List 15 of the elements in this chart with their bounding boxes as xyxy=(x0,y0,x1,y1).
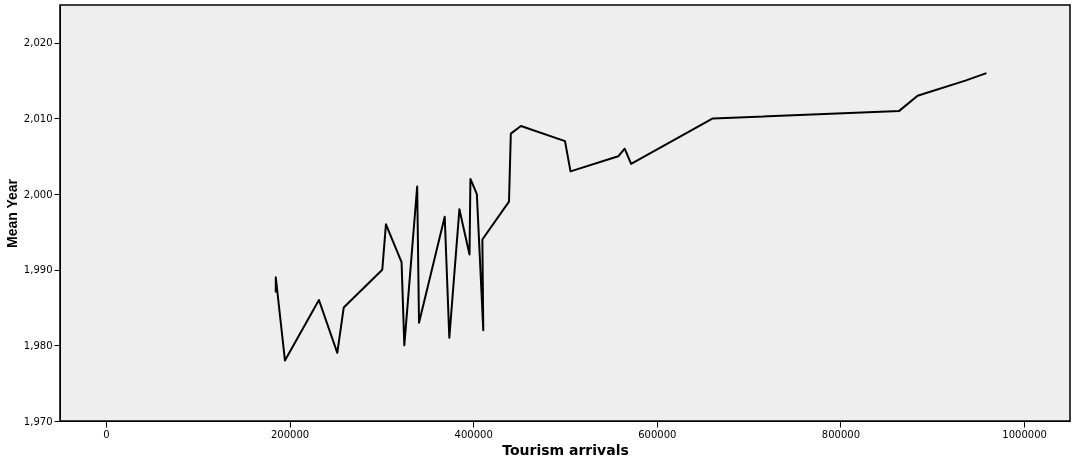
line-series xyxy=(274,72,988,362)
x-tick-label: 0 xyxy=(103,428,110,440)
y-tick-label: 2,020 xyxy=(23,37,53,49)
y-tick-label: 2,000 xyxy=(23,188,53,200)
y-tick-label: 1,990 xyxy=(23,264,53,276)
x-tick-label: 800000 xyxy=(821,428,861,440)
x-tick-label: 600000 xyxy=(638,428,677,440)
y-tick-label: 1,980 xyxy=(23,339,53,351)
x-tick-label: 200000 xyxy=(270,428,310,440)
y-axis-title: Mean Year xyxy=(3,178,20,249)
y-tick-label: 1,970 xyxy=(23,415,53,427)
x-tick-label: 400000 xyxy=(454,428,493,440)
x-axis-title: Tourism arrivals xyxy=(502,441,629,458)
y-tick-label: 2,010 xyxy=(23,112,53,124)
x-tick-label: 1000000 xyxy=(1002,428,1047,440)
